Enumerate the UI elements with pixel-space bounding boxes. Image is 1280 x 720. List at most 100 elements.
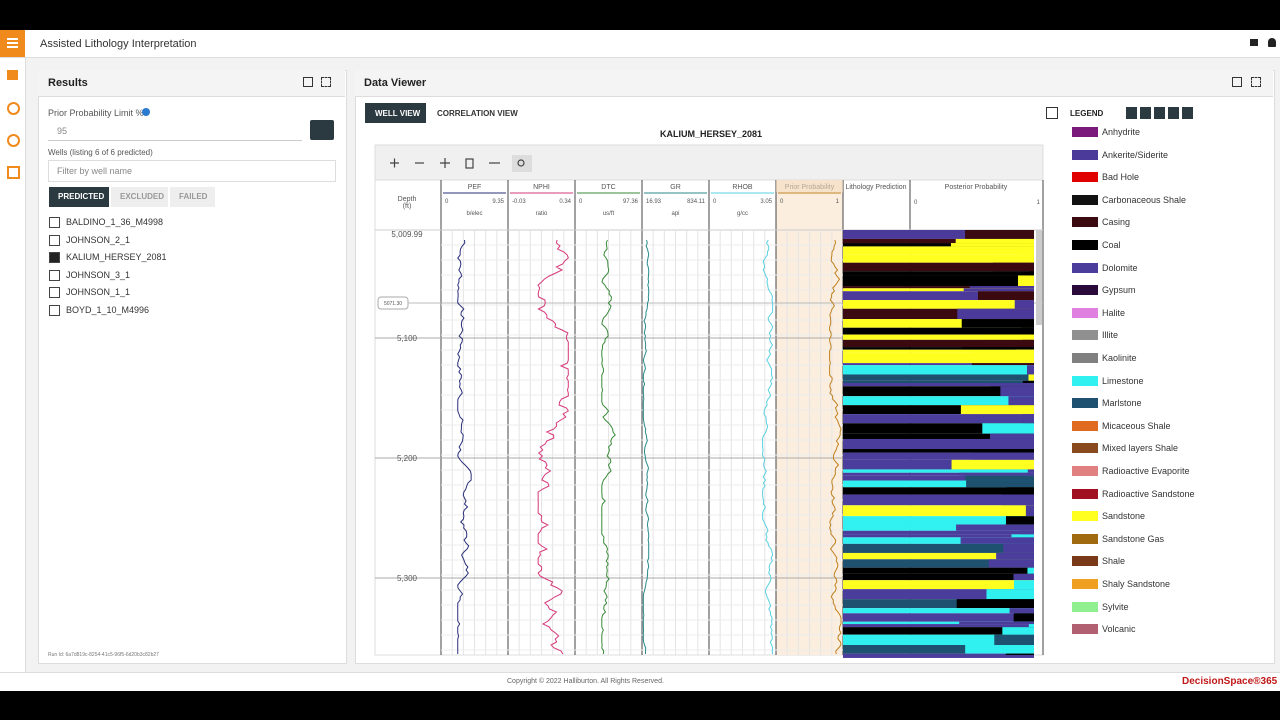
tab[interactable] — [170, 187, 215, 207]
checkbox[interactable] — [49, 217, 60, 228]
posterior-band — [1028, 624, 1034, 628]
lock-icon[interactable] — [1250, 39, 1258, 46]
help-icon[interactable] — [142, 108, 150, 116]
tab-label[interactable]: WELL VIEW — [375, 109, 421, 118]
checkbox[interactable] — [49, 252, 60, 263]
page[interactable] — [465, 158, 474, 169]
tab[interactable] — [111, 187, 168, 207]
lithology-band — [843, 386, 910, 397]
posterior-band — [910, 653, 1034, 658]
home-icon[interactable] — [7, 70, 18, 80]
posterior-band — [910, 262, 1034, 272]
posterior-band — [910, 559, 1034, 568]
expand-icon[interactable] — [321, 77, 331, 87]
legend-controls[interactable] — [1126, 107, 1196, 119]
track-max: 97.36 — [623, 199, 639, 205]
posterior-band — [1014, 300, 1034, 309]
lithology-band — [843, 243, 910, 247]
select[interactable] — [512, 155, 532, 172]
user-icon[interactable] — [1268, 38, 1276, 47]
prior-input[interactable] — [48, 120, 302, 141]
brand: DecisionSpace®365 — [1182, 676, 1278, 687]
lithology-band — [843, 349, 910, 353]
well-name[interactable]: BALDINO_1_36_M4998 — [66, 217, 164, 227]
track-max: 9.35 — [492, 199, 504, 205]
zoom-in[interactable] — [390, 158, 399, 168]
export-icon[interactable] — [1046, 107, 1058, 119]
posterior-band — [1022, 414, 1034, 424]
well-name[interactable]: JOHNSON_2_1 — [66, 234, 131, 245]
wells-label: Wells (listing 6 of 6 predicted) — [48, 148, 153, 157]
posterior-band — [1005, 653, 1034, 655]
posterior-band — [1009, 608, 1034, 614]
posterior-band — [1020, 530, 1034, 535]
panel-title: Results — [48, 77, 88, 89]
legend-label: Shale — [1102, 556, 1126, 567]
lithology-band — [843, 230, 910, 239]
legend-label: Radioactive Sandstone — [1102, 488, 1195, 499]
expand-icon[interactable] — [1251, 77, 1261, 87]
menu-button[interactable] — [0, 30, 25, 57]
nav-icon[interactable] — [7, 102, 20, 115]
legend-swatch — [1072, 579, 1098, 589]
log-curve — [642, 239, 650, 655]
refresh-button[interactable] — [310, 120, 334, 140]
posterior-band — [910, 505, 1034, 517]
popout-icon[interactable] — [1232, 77, 1242, 87]
lithology-band — [843, 621, 910, 625]
posterior-band — [910, 608, 1034, 614]
posterior-band — [960, 537, 1034, 544]
posterior-band — [910, 516, 1034, 525]
posterior-band — [910, 349, 1034, 353]
legend-swatch — [1072, 375, 1098, 386]
posterior-band — [910, 396, 1034, 406]
posterior-band — [1028, 254, 1034, 263]
posterior-band — [1013, 613, 1034, 622]
posterior-band — [971, 363, 1034, 366]
well-name[interactable]: KALIUM_HERSEY_2081 — [66, 252, 167, 262]
filter-input[interactable] — [48, 160, 336, 182]
well-name[interactable]: JOHNSON_3_1 — [66, 269, 131, 280]
posterior-band — [1008, 396, 1034, 406]
posterior-band — [910, 374, 1034, 381]
legend-swatch — [1072, 330, 1098, 341]
lithology-band — [843, 480, 910, 488]
posterior-band — [961, 319, 1034, 328]
lithology-band — [843, 559, 910, 568]
lithology-band — [843, 291, 910, 301]
log-curve — [457, 239, 472, 654]
checkbox[interactable] — [49, 287, 60, 298]
lithology-band — [843, 634, 910, 646]
toolbar — [374, 144, 1044, 181]
lithology-band — [843, 414, 910, 424]
posterior-band — [910, 383, 1034, 387]
lithology-band — [843, 516, 910, 525]
posterior-band — [910, 291, 1034, 301]
checkbox[interactable] — [49, 304, 60, 316]
posterior-band — [1005, 516, 1034, 525]
popout-icon[interactable] — [303, 77, 313, 87]
panel-title: Data Viewer — [364, 77, 427, 89]
lithology-band — [843, 300, 910, 309]
posterior-band — [910, 334, 1034, 340]
legend-swatch — [1072, 262, 1098, 273]
checkbox[interactable] — [49, 269, 60, 281]
posterior-band — [910, 300, 1034, 309]
nav-icon[interactable] — [7, 134, 20, 147]
legend-swatch — [1072, 149, 1098, 160]
posterior-band — [992, 262, 1034, 272]
lithology-band — [843, 383, 910, 387]
lithology-band — [843, 627, 910, 635]
track-name: Posterior Probability — [945, 184, 1008, 191]
nav-icon[interactable] — [7, 166, 20, 179]
posterior-band — [988, 559, 1034, 568]
footer — [0, 672, 1280, 691]
menu-icon — [7, 38, 18, 40]
tab-label[interactable]: CORRELATION VIEW — [437, 109, 518, 118]
well-name[interactable]: BOYD_1_10_M4996 — [66, 304, 150, 315]
checkbox[interactable] — [49, 234, 60, 246]
well-name[interactable]: JOHNSON_1_1 — [66, 287, 131, 297]
tab[interactable] — [49, 187, 109, 207]
tab[interactable] — [365, 103, 426, 123]
pan[interactable] — [440, 158, 450, 168]
